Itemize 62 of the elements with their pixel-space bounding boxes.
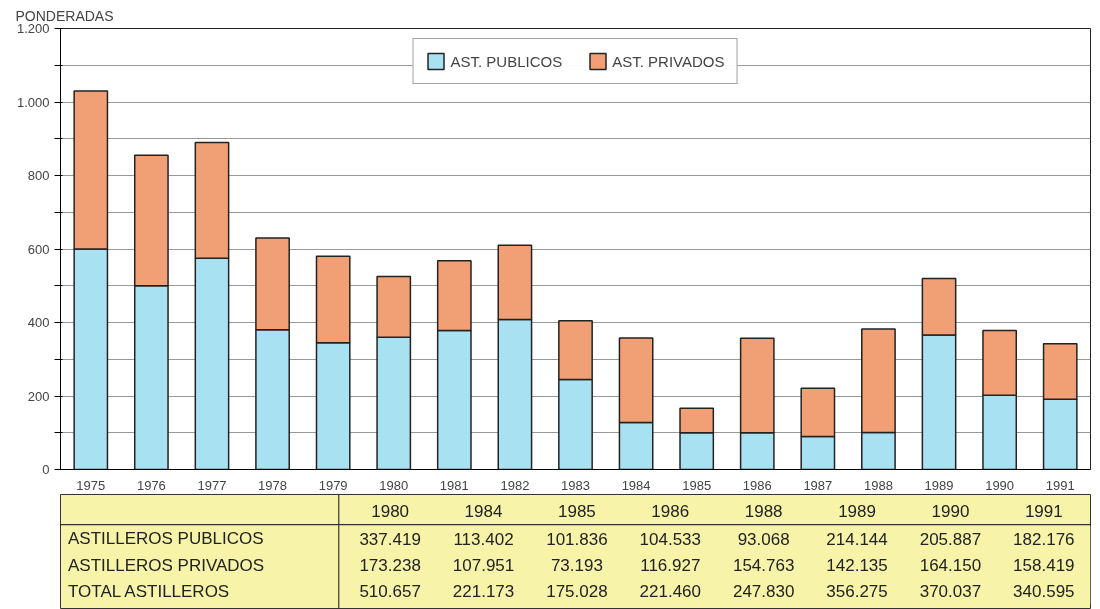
data-label: 247.830 — [732, 582, 795, 602]
y-tick-label: 600 — [27, 241, 50, 257]
y-tick-label: ASTILLEROS PUBLICOS — [67, 529, 264, 549]
data-label: 205.887 — [919, 529, 982, 549]
x-tick-label: 1977 — [197, 477, 227, 493]
x-tick-label: 1978 — [258, 477, 288, 493]
data-label: 356.275 — [826, 582, 888, 602]
data-label: 182.176 — [1013, 529, 1075, 549]
data-label: 73.193 — [550, 556, 603, 576]
data-label: 214.144 — [826, 529, 888, 549]
x-tick-label: 1986 — [651, 502, 690, 522]
x-tick-label: 1976 — [136, 477, 166, 493]
y-axis-title: PONDERADAS — [15, 7, 114, 24]
x-tick-label: 1987 — [803, 477, 833, 493]
x-tick-label: 1989 — [924, 477, 954, 493]
data-label: 340.595 — [1013, 582, 1075, 602]
y-tick-label: 1.200 — [16, 21, 50, 36]
data-label: 175.028 — [546, 582, 608, 602]
legend-label: AST. PUBLICOS — [450, 52, 563, 70]
y-tick-label: 1.000 — [16, 94, 50, 110]
x-tick-label: 1985 — [557, 502, 596, 522]
x-tick-label: 1980 — [371, 502, 410, 522]
x-tick-label: 1990 — [985, 477, 1015, 493]
y-tick-label: 800 — [27, 168, 50, 183]
y-tick-label: 200 — [27, 388, 50, 404]
legend-label: AST. PRIVADOS — [612, 52, 725, 70]
x-tick-label: 1984 — [621, 477, 651, 493]
x-tick-label: 1988 — [744, 502, 783, 522]
x-tick-label: 1983 — [561, 477, 590, 493]
data-label: 154.763 — [732, 556, 795, 576]
data-label: 173.238 — [359, 556, 421, 576]
data-label: 93.068 — [737, 529, 790, 549]
data-label: 107.951 — [452, 556, 515, 576]
data-label: 337.419 — [359, 529, 421, 549]
y-tick-label: 400 — [27, 315, 50, 330]
data-label: 116.927 — [640, 556, 701, 576]
x-tick-label: 1980 — [379, 477, 409, 493]
data-label: 104.533 — [639, 529, 702, 549]
x-tick-label: 1982 — [500, 477, 530, 493]
x-tick-label: 1979 — [318, 477, 348, 493]
x-tick-label: 1990 — [931, 502, 970, 522]
data-label: 510.657 — [359, 582, 421, 602]
data-label: 113.402 — [453, 529, 514, 549]
x-tick-label: 1986 — [742, 477, 772, 493]
x-tick-label: 1981 — [439, 477, 469, 493]
data-label: 221.460 — [639, 582, 702, 602]
x-tick-label: 1984 — [464, 502, 503, 522]
data-label: 370.037 — [919, 582, 982, 602]
data-label: 142.135 — [826, 556, 888, 576]
y-tick-label: ASTILLEROS PRIVADOS — [67, 555, 265, 575]
data-label: 221.173 — [452, 582, 515, 602]
x-tick-label: 1985 — [682, 477, 712, 493]
x-tick-label: 1989 — [838, 502, 876, 522]
x-tick-label: 1975 — [76, 477, 106, 493]
x-tick-label: 1991 — [1045, 477, 1075, 493]
y-tick-label: 0 — [42, 462, 50, 477]
y-tick-label: TOTAL ASTILLEROS — [67, 581, 230, 601]
data-label: 164.150 — [919, 556, 982, 576]
x-tick-label: 1991 — [1024, 502, 1063, 522]
data-label: 101.836 — [546, 529, 608, 549]
x-tick-label: 1988 — [863, 477, 893, 493]
data-label: 158.419 — [1013, 556, 1075, 576]
